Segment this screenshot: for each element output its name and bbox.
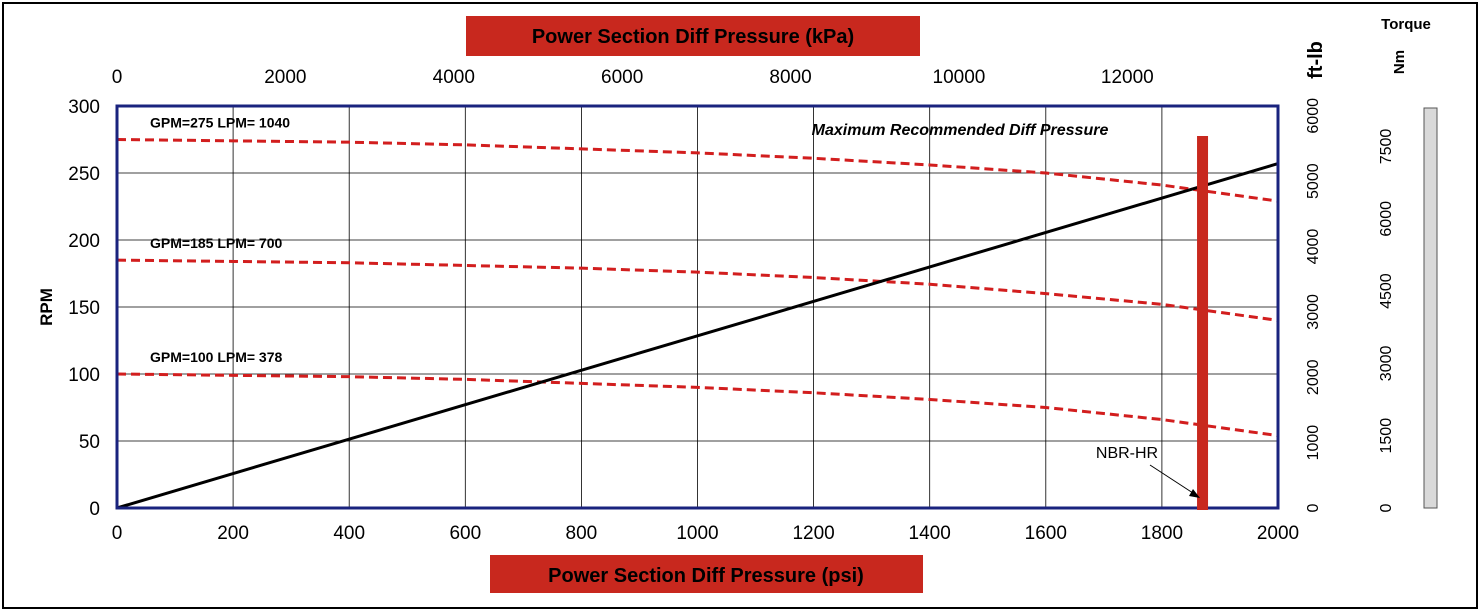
y-torque-tick-label: 6000 [1378,201,1395,237]
y-torque-tick-label: 3000 [1378,345,1395,381]
torque-line [116,162,1279,510]
nbr-hr-arrow-head [1189,489,1200,498]
x-bottom-tick-label: 400 [333,523,365,544]
x-bottom-tick-label: 1000 [676,523,718,544]
bottom-axis-title: Power Section Diff Pressure (psi) [548,565,864,587]
x-top-tick-label: 2000 [264,67,306,88]
x-bottom-tick-label: 1200 [792,523,834,544]
x-top-tick-label: 8000 [769,67,811,88]
x-bottom-tick-label: 800 [566,523,598,544]
top-axis-title: Power Section Diff Pressure (kPa) [532,26,854,48]
y-torque-tick-label: 0 [1378,503,1395,512]
y-right-tick-label: 4000 [1305,229,1322,265]
x-bottom-tick-label: 200 [217,523,249,544]
y-left-tick-label: 50 [79,432,100,453]
curve-label: GPM=185 LPM= 700 [150,235,283,251]
nbr-hr-label: NBR-HR [1096,445,1158,462]
x-top-tick-label: 6000 [601,67,643,88]
rpm-curve [116,138,1279,203]
plot-border [115,104,1280,510]
y-torque-tick-label: 7500 [1378,129,1395,165]
max-diff-pressure-bar [1197,136,1209,510]
y-right-tick-label: 1000 [1305,425,1322,461]
x-bottom-tick-label: 0 [112,523,123,544]
max-diff-pressure-label: Maximum Recommended Diff Pressure [812,122,1109,139]
y-left-tick-label: 0 [89,499,100,520]
y-left-tick-label: 300 [68,97,100,118]
top-axis-title-box [466,16,920,56]
x-top-tick-label: 4000 [433,67,475,88]
x-bottom-tick-label: 1600 [1025,523,1067,544]
y-torque-tick-label: 4500 [1378,273,1395,309]
x-top-tick-label: 12000 [1101,67,1154,88]
y-right-tick-label: 0 [1305,503,1322,512]
rpm-curve [116,372,1279,438]
y-left-label: RPM [37,288,56,326]
x-bottom-tick-label: 1800 [1141,523,1183,544]
y-right-label: ft-lb [1305,41,1327,79]
y-left-tick-label: 150 [68,298,100,319]
y-right-tick-label: 6000 [1305,98,1322,134]
y-right-tick-label: 3000 [1305,294,1322,330]
torque-scale-bar [1423,107,1438,509]
y-torque-tick-label: 1500 [1378,418,1395,454]
y-right-tick-label: 5000 [1305,163,1322,199]
x-top-tick-label: 0 [112,67,123,88]
rpm-curve [116,258,1279,322]
y-left-tick-label: 250 [68,164,100,185]
x-top-tick-label: 10000 [933,67,986,88]
x-bottom-tick-label: 600 [449,523,481,544]
curve-label: GPM=275 LPM= 1040 [150,115,290,131]
y-left-tick-label: 200 [68,231,100,252]
y-left-tick-label: 100 [68,365,100,386]
y-right-tick-label: 2000 [1305,359,1322,395]
nbr-hr-arrow-line [1149,464,1197,496]
bottom-axis-title-box [490,555,923,593]
torque-unit: Nm [1391,50,1408,74]
curve-label: GPM=100 LPM= 378 [150,349,283,365]
torque-title: Torque [1381,16,1431,33]
grid [117,106,1278,508]
x-bottom-tick-label: 1400 [909,523,951,544]
x-bottom-tick-label: 2000 [1257,523,1299,544]
series-layer: GPM=275 LPM= 1040 GPM=185 LPM= 700 GPM=100… [116,115,1279,510]
